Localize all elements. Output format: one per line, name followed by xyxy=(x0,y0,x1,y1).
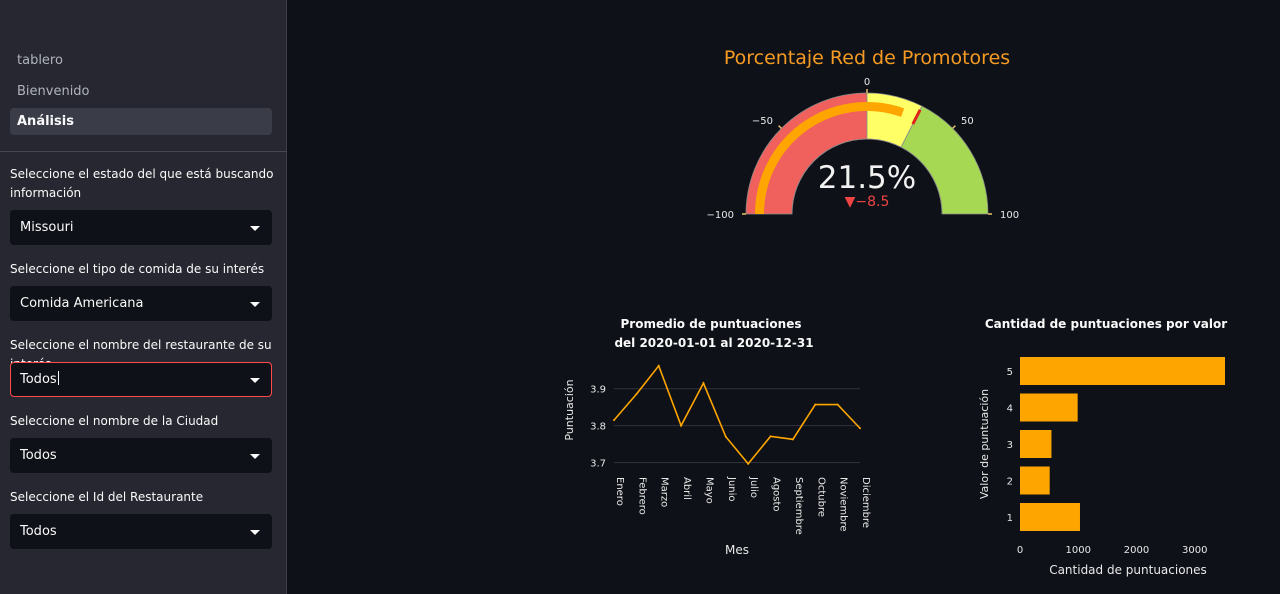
line-point xyxy=(814,403,817,406)
line-chart-ytick: 3.9 xyxy=(590,385,606,396)
line-point xyxy=(680,424,683,427)
bar-3 xyxy=(1020,430,1052,458)
gauge-threshold-marker xyxy=(911,109,922,125)
line-point xyxy=(836,403,839,406)
line-chart-xlabel: Mes xyxy=(725,543,749,557)
restaurant-id-select-value: Todos xyxy=(20,524,57,539)
line-point xyxy=(791,438,794,441)
bar-chart-ytick: 3 xyxy=(1007,440,1013,451)
line-point xyxy=(724,435,727,438)
bar-chart-ylabel: Valor de puntuación xyxy=(978,389,991,499)
gauge-tick-mark xyxy=(778,125,782,129)
chevron-down-icon xyxy=(250,530,260,535)
line-chart-xtick: Febrero xyxy=(636,477,647,515)
food-type-select[interactable]: Comida Americana xyxy=(10,286,272,321)
state-select[interactable]: Missouri xyxy=(10,210,272,245)
state-filter-label: Seleccione el estado del que está buscan… xyxy=(10,167,274,200)
gauge-tick-mark xyxy=(952,125,956,129)
bar-4 xyxy=(1020,393,1078,422)
restaurant-name-value-text: Todos xyxy=(20,372,57,387)
bar-chart-ytick: 5 xyxy=(1007,367,1013,378)
sidebar-divider xyxy=(0,151,287,152)
line-point xyxy=(859,427,861,430)
line-series xyxy=(613,364,861,465)
gauge-tick-label: 0 xyxy=(864,77,870,88)
city-select[interactable]: Todos xyxy=(10,438,272,473)
bar-chart-ytick: 4 xyxy=(1007,404,1013,415)
bar-2 xyxy=(1020,466,1050,495)
bar-chart-xtick: 1000 xyxy=(1066,545,1091,556)
line-chart-xtick: Julio xyxy=(748,476,759,498)
line-chart-ytick: 3.8 xyxy=(590,422,606,433)
line-point xyxy=(747,462,750,465)
line-chart-xtick: Diciembre xyxy=(860,477,871,528)
text-cursor xyxy=(57,371,59,385)
restaurant-id-select[interactable]: Todos xyxy=(10,514,272,549)
restaurant-name-select-value: Todos xyxy=(20,363,59,396)
line-chart-ylabel: Puntuación xyxy=(563,379,576,440)
line-chart-xtick: Septiembre xyxy=(793,477,804,535)
bar-5 xyxy=(1020,357,1225,385)
line-point xyxy=(635,393,638,396)
line-point xyxy=(657,364,660,367)
line-chart-xtick: Mayo xyxy=(703,477,714,504)
gauge-tick-label: 100 xyxy=(1000,210,1019,221)
line-point xyxy=(769,435,772,438)
bar-chart-title: Cantidad de puntuaciones por valor xyxy=(985,317,1227,331)
nav-item-analisis[interactable]: Análisis xyxy=(10,108,272,135)
line-chart-ytick: 3.7 xyxy=(590,459,606,470)
bar-1 xyxy=(1020,503,1080,531)
nav-item-bienvenido[interactable]: Bienvenido xyxy=(17,84,90,99)
line-chart-xtick: Junio xyxy=(726,476,737,502)
line-chart-xtick: Noviembre xyxy=(838,477,849,532)
chevron-down-icon xyxy=(250,226,260,231)
nav-item-tablero[interactable]: tablero xyxy=(17,53,63,68)
city-select-value: Todos xyxy=(20,448,57,463)
chevron-down-icon xyxy=(250,454,260,459)
city-filter-label: Seleccione el nombre de la Ciudad xyxy=(10,414,219,428)
food-type-select-value: Comida Americana xyxy=(20,296,144,311)
bar-chart-xtick: 0 xyxy=(1017,545,1023,556)
restaurant-id-filter-label: Seleccione el Id del Restaurante xyxy=(10,490,204,504)
restaurant-name-select[interactable]: Todos xyxy=(10,362,272,397)
line-chart-xtick: Octubre xyxy=(815,477,826,517)
line-chart-xtick: Enero xyxy=(614,477,625,506)
food-type-filter-label: Seleccione el tipo de comida de su inter… xyxy=(10,262,265,276)
gauge-title: Porcentaje Red de Promotores xyxy=(724,47,1010,69)
gauge-tick-label: 50 xyxy=(961,116,974,127)
bar-chart-ytick: 1 xyxy=(1007,513,1013,524)
line-point xyxy=(613,419,615,422)
gauge-tick-label: −50 xyxy=(752,116,773,127)
line-chart-subtitle: del 2020-01-01 al 2020-12-31 xyxy=(614,336,813,350)
line-point xyxy=(702,382,705,385)
line-chart-title: Promedio de puntuaciones xyxy=(621,317,802,331)
bar-chart-xlabel: Cantidad de puntuaciones xyxy=(1049,563,1207,577)
gauge-inner-edge xyxy=(791,138,943,215)
bar-chart-ytick: 2 xyxy=(1007,477,1013,488)
line-chart-xtick: Abril xyxy=(681,477,692,500)
gauge-tick-label: −100 xyxy=(707,210,734,221)
chevron-down-icon xyxy=(250,302,260,307)
line-chart-xtick: Agosto xyxy=(771,477,782,512)
bar-chart-xtick: 3000 xyxy=(1182,545,1207,556)
gauge-delta: ▼−8.5 xyxy=(845,194,890,210)
chevron-down-icon xyxy=(250,378,260,383)
state-select-value: Missouri xyxy=(20,220,74,235)
line-chart-xtick: Marzo xyxy=(659,477,670,507)
sidebar: tablero Bienvenido Análisis Seleccione e… xyxy=(0,0,287,594)
bar-chart-xtick: 2000 xyxy=(1124,545,1149,556)
gauge-value: 21.5% xyxy=(818,160,916,196)
gauge-value-bar xyxy=(755,102,905,214)
